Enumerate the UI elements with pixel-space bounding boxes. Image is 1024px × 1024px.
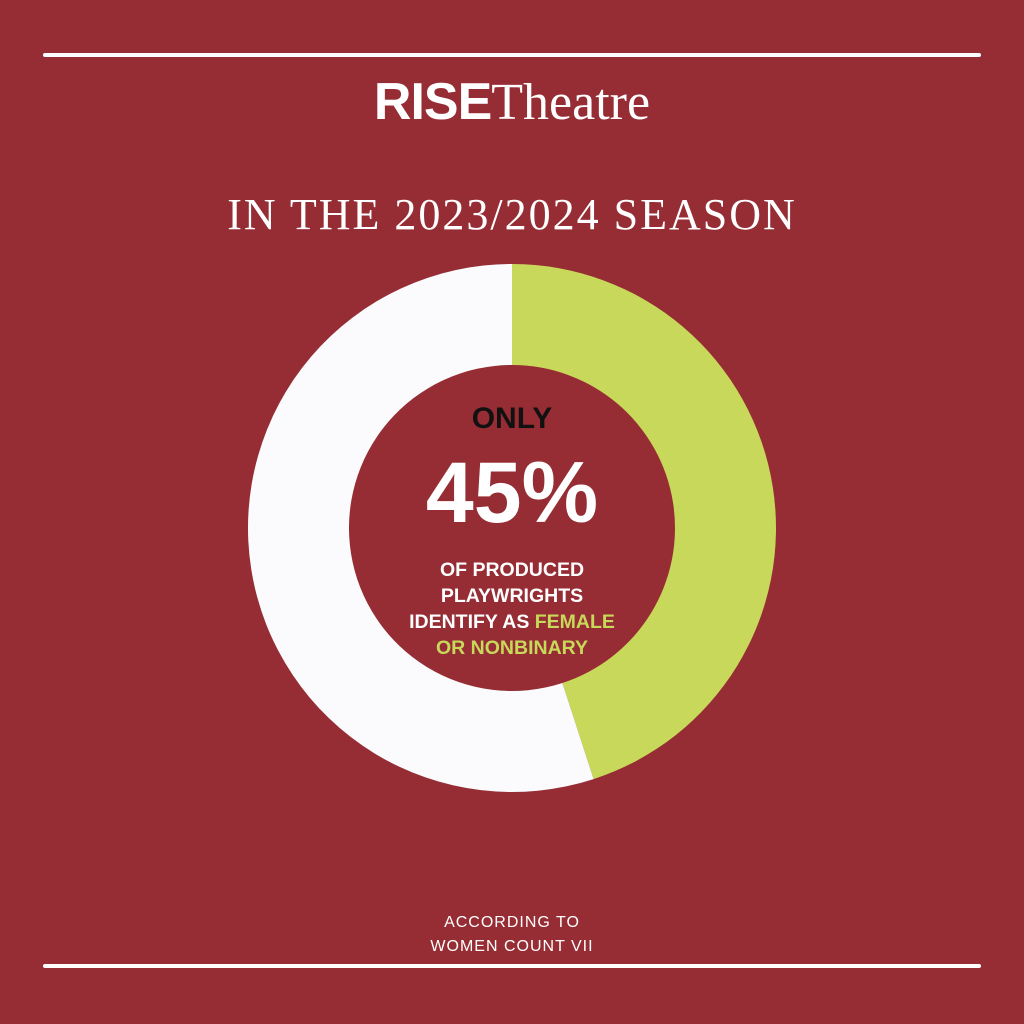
source-line-1: ACCORDING TO (444, 914, 580, 931)
source-note: ACCORDING TO WOMEN COUNT VII (0, 911, 1024, 959)
callout-line-1: OF PRODUCED (439, 559, 585, 581)
season-title: IN THE 2023/2024 SEASON (227, 190, 797, 239)
callout-highlight-nonbinary: OR NONBINARY (435, 637, 589, 659)
brand-logo-serif: Theatre (491, 74, 651, 131)
brand-logo-bold: RISE (373, 73, 492, 131)
donut-slice-1 (512, 264, 776, 780)
percent-data-label: 45% (425, 445, 599, 541)
callout-lead: ONLY (471, 402, 553, 435)
top-divider (43, 53, 981, 57)
source-line-2: WOMEN COUNT VII (430, 938, 594, 955)
bottom-divider (43, 964, 981, 968)
donut-slices (247, 264, 776, 793)
brand-logo: RISETheatre (0, 76, 1024, 129)
callout-highlight-female: FEMALE (534, 611, 615, 633)
donut-slice-2 (247, 264, 594, 793)
callout-line-3: IDENTIFY AS (409, 611, 535, 633)
callout-description: OF PRODUCED PLAYWRIGHTS IDENTIFY AS FEMA… (362, 557, 662, 661)
callout-line-2: PLAYWRIGHTS (440, 585, 584, 607)
